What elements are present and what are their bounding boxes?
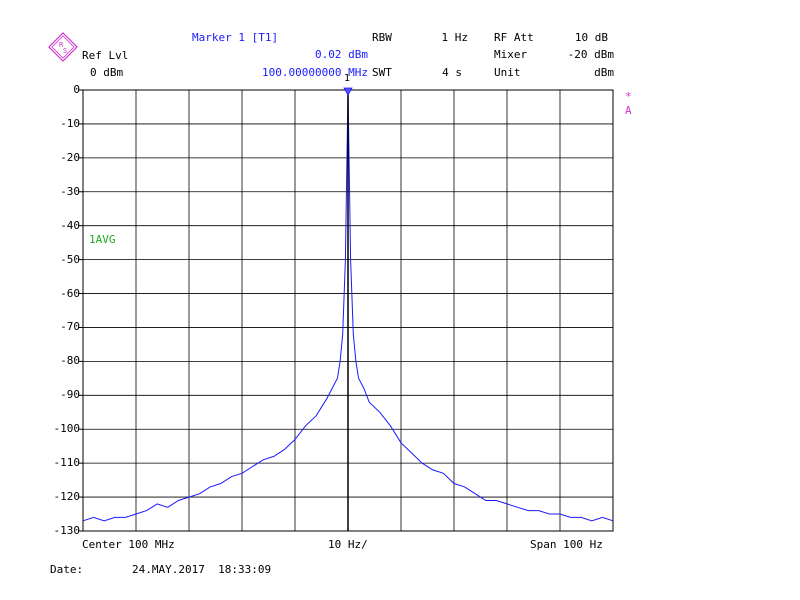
unit-label: Unit: [494, 66, 521, 79]
swt-value: 4 s: [442, 66, 462, 79]
rohde-schwarz-logo-icon: R S: [48, 32, 78, 62]
y-tick-label: -100: [53, 422, 81, 436]
rf-att-label: RF Att: [494, 31, 534, 44]
mixer-label: Mixer: [494, 48, 528, 61]
a-flag: A: [625, 104, 632, 117]
date-value: 24.MAY.2017 18:33:09: [132, 563, 272, 576]
y-tick-label: -70: [60, 320, 80, 334]
y-tick-label: -110: [53, 456, 81, 470]
y-tick-label: -90: [60, 388, 80, 402]
mixer-value: -20 dBm: [567, 48, 614, 61]
span: Span 100 Hz: [530, 538, 603, 551]
y-tick-label: -10: [60, 116, 80, 130]
frequency-per-division: 10 Hz/: [328, 538, 368, 551]
y-tick-label: -120: [53, 490, 81, 504]
marker-frequency: 100.00000000 MHz: [262, 66, 368, 79]
marker-number: 1: [344, 73, 351, 84]
rbw-value: 1 Hz: [441, 31, 469, 44]
swt-label: SWT: [372, 66, 392, 79]
svg-text:S: S: [63, 47, 67, 55]
star-flag: *: [625, 90, 632, 103]
center-frequency: Center 100 MHz: [82, 538, 175, 551]
marker-title: Marker 1 [T1]: [192, 31, 279, 44]
y-tick-label: 0: [73, 83, 80, 96]
date-label: Date:: [50, 563, 84, 576]
y-tick-label: -80: [60, 354, 80, 368]
y-tick-label: -60: [60, 286, 80, 300]
ref-level-value: 0 dBm: [90, 66, 124, 79]
y-tick-label: -50: [60, 252, 80, 266]
unit-value: dBm: [594, 66, 614, 79]
rf-att-value: 10 dB: [574, 31, 608, 44]
y-tick-label: -130: [53, 524, 81, 537]
trace-mode-label: 1AVG: [89, 233, 116, 246]
marker-triangle-icon: [343, 87, 353, 96]
svg-text:R: R: [59, 41, 64, 49]
y-tick-label: -20: [60, 150, 80, 164]
y-tick-label: -30: [60, 184, 80, 198]
rbw-label: RBW: [372, 31, 392, 44]
marker-level: 0.02 dBm: [315, 48, 368, 61]
y-tick-label: -40: [60, 218, 80, 232]
ref-level-label: Ref Lvl: [82, 49, 129, 62]
